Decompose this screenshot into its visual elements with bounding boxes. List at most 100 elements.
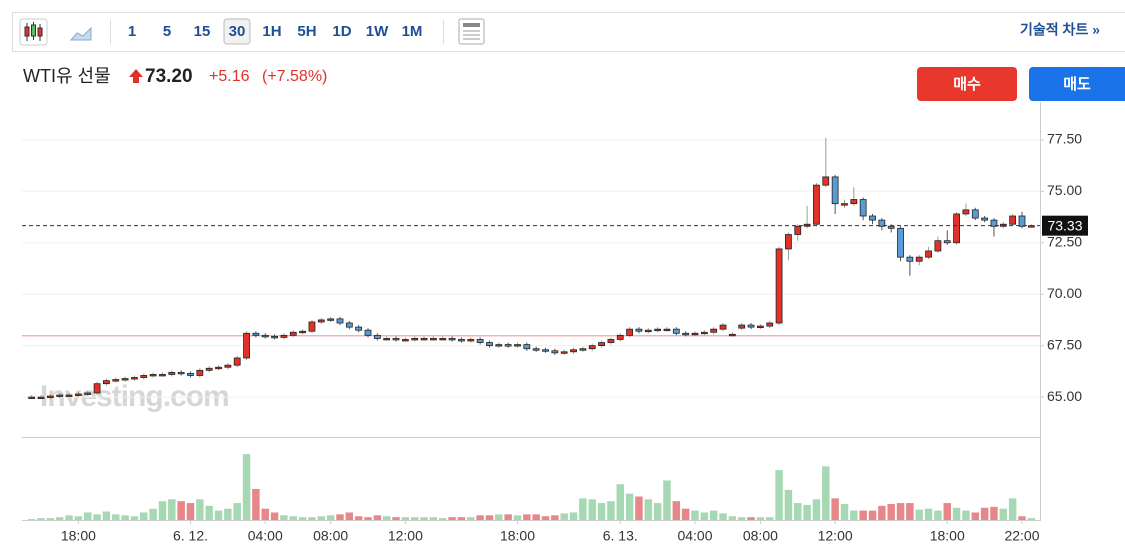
volume-bar — [354, 516, 363, 520]
candle-body — [635, 328, 643, 332]
volume-bar — [149, 508, 157, 520]
interval-button[interactable]: 5H — [297, 23, 316, 40]
candle-body — [243, 332, 250, 359]
volume-bar — [737, 517, 746, 520]
volume-bar — [579, 498, 587, 520]
candle-body — [523, 344, 531, 350]
candle-body — [103, 380, 110, 385]
sell-button[interactable]: 매도 — [1029, 67, 1125, 101]
sell-label[interactable]: 매도 — [1063, 76, 1091, 93]
candle-body — [345, 322, 353, 328]
candle-body — [710, 328, 718, 333]
interval-button[interactable]: 1 — [128, 23, 136, 40]
interval-button[interactable]: 5 — [163, 23, 171, 40]
volume-bar — [504, 514, 512, 520]
candle-body — [448, 338, 456, 341]
candle-body — [495, 344, 503, 347]
volume-bar — [840, 504, 849, 520]
volume-bar — [345, 512, 354, 520]
interval-button[interactable]: 30 — [229, 23, 246, 40]
volume-bar — [401, 517, 410, 520]
buy-label[interactable]: 매수 — [953, 76, 981, 93]
active-interval-box — [223, 18, 251, 45]
candle-body — [205, 367, 213, 371]
candle-body — [925, 250, 932, 258]
candle-body — [775, 248, 783, 324]
x-tick-label: 04:00 — [248, 528, 283, 544]
volume-bar — [140, 512, 148, 520]
candle-body — [196, 369, 204, 376]
candle-body — [327, 318, 335, 321]
up-arrow — [129, 69, 143, 83]
volume-bar — [709, 510, 718, 520]
candle-body — [420, 338, 428, 341]
candle-body — [878, 219, 886, 227]
candle-body — [504, 344, 512, 347]
interval-button[interactable]: 15 — [194, 23, 211, 40]
candle-body — [299, 330, 306, 334]
volume-bar — [523, 514, 531, 520]
x-tick-label: 04:00 — [677, 528, 712, 544]
x-tick-label: 12:00 — [818, 528, 853, 544]
candle-body — [112, 379, 120, 382]
candle-body — [187, 373, 194, 376]
candle-body — [626, 328, 633, 336]
last-price-label: 73.33 — [1047, 217, 1082, 233]
volume-bar — [457, 517, 466, 520]
volume-bar — [803, 504, 811, 520]
candle-body — [971, 209, 979, 219]
candle-body — [794, 225, 802, 235]
candle-body — [747, 324, 755, 328]
candle-body — [757, 325, 764, 328]
volume-bar — [214, 510, 223, 520]
volume-bar — [1027, 518, 1036, 520]
volume-bar — [242, 454, 251, 520]
candle-body — [392, 338, 400, 341]
volume-bar — [298, 517, 307, 520]
interval-button[interactable]: 1H — [262, 23, 281, 40]
interval-button[interactable]: 1W — [366, 23, 389, 40]
y-tick-label: 70.00 — [1047, 285, 1082, 301]
volume-bar — [962, 510, 970, 520]
candle-body — [663, 328, 671, 332]
volume-bar — [205, 505, 213, 520]
candle-body — [887, 225, 895, 229]
buy-button[interactable]: 매수 — [917, 67, 1017, 101]
volume-bar — [560, 513, 568, 520]
volume-bar — [663, 480, 671, 520]
interval-button[interactable]: 1D — [332, 23, 351, 40]
volume-bar — [896, 503, 905, 520]
candle-body — [1009, 215, 1017, 225]
interval-button[interactable]: 1M — [402, 23, 423, 40]
technical-chart-link[interactable]: 기술적 차트 » — [1020, 22, 1100, 38]
candle-body — [906, 256, 914, 262]
volume-bar — [130, 516, 139, 520]
volume-bar — [756, 517, 765, 520]
volume-bar — [878, 505, 886, 520]
candle-body — [822, 176, 830, 186]
volume-bar — [934, 510, 942, 520]
candle-body — [766, 322, 774, 327]
volume-bar — [765, 517, 774, 520]
area-chart-icon[interactable] — [69, 26, 92, 41]
volume-bar — [326, 515, 335, 520]
volume-bar — [943, 503, 951, 520]
volume-bar — [27, 519, 36, 520]
candle-body — [551, 350, 559, 354]
news-icon[interactable] — [458, 18, 485, 45]
candle-body — [159, 374, 166, 377]
candle-body — [383, 338, 391, 341]
candle-body — [738, 324, 746, 329]
candle-body — [252, 332, 260, 336]
volume-bar — [644, 499, 653, 520]
volume-bar — [420, 517, 428, 520]
volume-bar — [532, 514, 540, 520]
candle-body — [373, 334, 381, 339]
volume-bar — [382, 516, 391, 520]
candle-chart-icon[interactable] — [19, 18, 48, 46]
volume-bar — [700, 512, 709, 520]
volume-bar — [392, 517, 400, 520]
x-tick-label: 08:00 — [313, 528, 348, 544]
